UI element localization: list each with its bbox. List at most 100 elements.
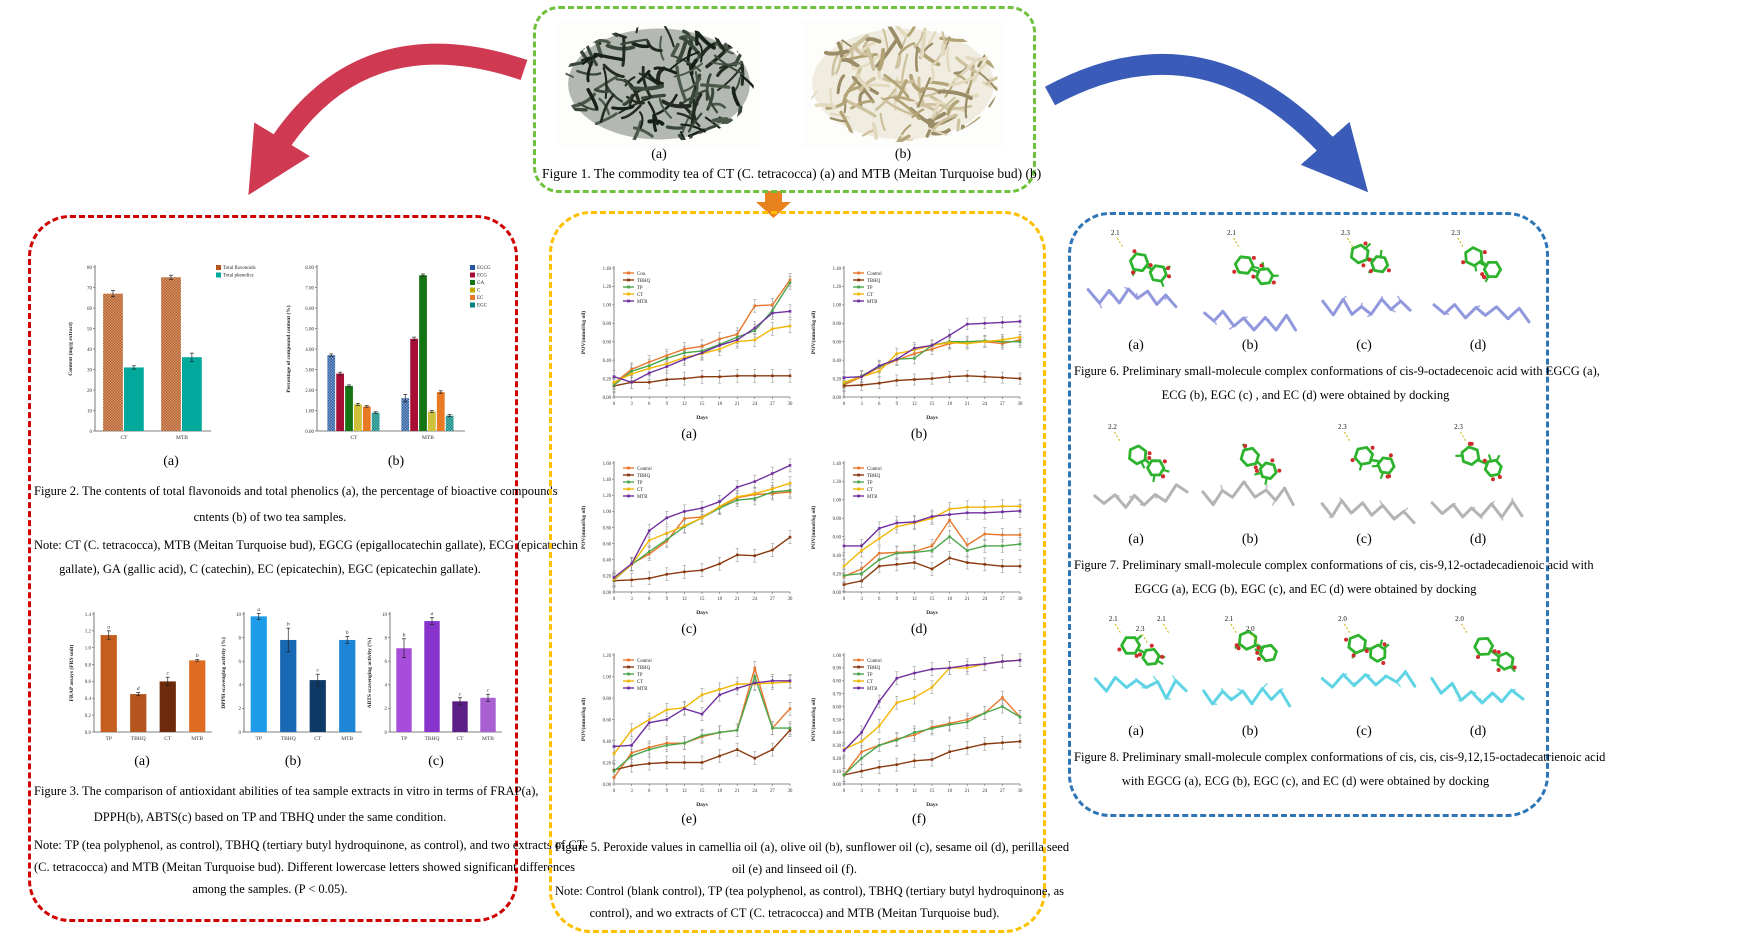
figure5f-line-chart: 0.00 0.10 0.20 0.30 0.40 0.50 0.60 0.70 0.80 0.90… [808, 645, 1030, 810]
svg-text:CT: CT [350, 435, 358, 441]
svg-text:27: 27 [770, 402, 775, 407]
svg-text:20: 20 [87, 389, 93, 394]
svg-text:9: 9 [666, 402, 669, 407]
svg-text:TBHQ: TBHQ [281, 736, 296, 742]
svg-text:50: 50 [87, 327, 93, 332]
svg-text:30: 30 [1018, 789, 1023, 794]
svg-text:9: 9 [896, 789, 899, 794]
svg-text:0.60: 0.60 [833, 536, 842, 541]
svg-text:Days: Days [926, 802, 938, 808]
svg-text:0.30: 0.30 [833, 744, 842, 749]
svg-text:0.60: 0.60 [603, 542, 612, 547]
svg-text:8: 8 [385, 636, 388, 641]
figure7-caption-line1: Figure 7. Preliminary small-molecule com… [1074, 558, 1594, 572]
svg-text:POV(mmol/kg oil): POV(mmol/kg oil) [810, 311, 817, 354]
figure8-label-d: (d) [1469, 724, 1487, 739]
svg-text:2.1: 2.1 [1109, 615, 1118, 623]
svg-text:2.2: 2.2 [1108, 423, 1117, 431]
blue-curved-arrow [1044, 53, 1369, 193]
svg-text:c: c [317, 668, 320, 674]
svg-text:18: 18 [717, 597, 722, 602]
svg-text:c: c [167, 671, 170, 677]
svg-text:2.0: 2.0 [1338, 615, 1347, 623]
svg-text:1.40: 1.40 [833, 462, 842, 467]
svg-text:0.80: 0.80 [833, 322, 842, 327]
svg-text:b: b [403, 632, 406, 638]
svg-text:3: 3 [630, 789, 633, 794]
svg-text:EGC: EGC [477, 304, 488, 309]
svg-text:c: c [459, 691, 462, 697]
svg-text:10: 10 [236, 613, 242, 618]
red-curved-arrow [248, 43, 528, 195]
figure6-caption-line1: Figure 6. Preliminary small-molecule com… [1074, 364, 1600, 378]
svg-text:1.40: 1.40 [603, 478, 612, 483]
svg-text:12: 12 [682, 597, 687, 602]
svg-text:MTB: MTB [341, 736, 353, 742]
right-panel-box [1068, 212, 1549, 817]
svg-text:0.60: 0.60 [603, 341, 612, 346]
figure8-caption-line1: Figure 8. Preliminary small-molecule com… [1074, 750, 1606, 764]
svg-text:Control: Control [637, 467, 652, 472]
figure7-caption-line2: EGCG (a), ECG (b), EGC (c), and EC (d) w… [1134, 582, 1477, 596]
svg-text:TP: TP [106, 736, 112, 742]
svg-text:FRAP assays (FRS unit): FRAP assays (FRS unit) [68, 644, 75, 701]
svg-text:POV(mmol/kg oil): POV(mmol/kg oil) [810, 506, 817, 549]
svg-text:POV(mmol/kg oil): POV(mmol/kg oil) [580, 311, 587, 354]
svg-text:0.60: 0.60 [833, 705, 842, 710]
svg-text:TP: TP [637, 286, 643, 291]
figure5-label-f: (f) [912, 812, 926, 827]
svg-text:0.20: 0.20 [833, 377, 842, 382]
svg-text:0: 0 [843, 789, 846, 794]
svg-text:TBHQ: TBHQ [637, 666, 651, 671]
svg-text:0.80: 0.80 [603, 697, 612, 702]
svg-text:TBHQ: TBHQ [867, 666, 881, 671]
svg-text:1.00: 1.00 [603, 510, 612, 515]
svg-text:CT: CT [637, 293, 643, 298]
svg-text:9: 9 [896, 597, 899, 602]
svg-text:EGCG: EGCG [477, 266, 491, 271]
svg-text:2.3: 2.3 [1341, 229, 1350, 237]
svg-text:Days: Days [926, 415, 938, 421]
svg-text:1.20: 1.20 [833, 480, 842, 485]
figure3b-bar-chart: 0 2 4 6 8 10 a b c b TP TBHQ CT MTB DPPH scavenging ac… [218, 600, 368, 750]
svg-text:0.40: 0.40 [833, 359, 842, 364]
figure7-label-d: (d) [1469, 532, 1487, 547]
svg-text:27: 27 [770, 789, 775, 794]
svg-text:18: 18 [717, 789, 722, 794]
svg-text:18: 18 [717, 402, 722, 407]
svg-text:0.00: 0.00 [305, 430, 314, 435]
svg-text:MTB: MTB [176, 435, 188, 441]
svg-text:2.3: 2.3 [1451, 229, 1460, 237]
svg-text:80: 80 [87, 266, 93, 271]
svg-text:0.00: 0.00 [833, 396, 842, 401]
svg-text:8.00: 8.00 [305, 266, 314, 271]
svg-text:1.00: 1.00 [833, 304, 842, 309]
svg-text:6.00: 6.00 [305, 307, 314, 312]
svg-text:1.00: 1.00 [833, 499, 842, 504]
svg-text:30: 30 [1018, 402, 1023, 407]
svg-text:TBHQ: TBHQ [637, 279, 651, 284]
figure8-label-c: (c) [1356, 724, 1372, 739]
svg-text:0.80: 0.80 [833, 517, 842, 522]
figure3-note-line2: (C. tetracocca) and MTB (Meitan Turquois… [34, 860, 576, 874]
svg-text:2.1: 2.1 [1227, 229, 1236, 237]
svg-text:0.80: 0.80 [603, 322, 612, 327]
svg-text:12: 12 [912, 402, 917, 407]
figure5-label-e: (e) [681, 812, 697, 827]
svg-text:0.2: 0.2 [85, 714, 92, 719]
svg-text:CT: CT [120, 435, 128, 441]
figure2-caption-line2: cntents (b) of two tea samples. [193, 510, 347, 524]
svg-text:Total phenolics: Total phenolics [223, 274, 254, 279]
svg-text:0.00: 0.00 [603, 591, 612, 596]
svg-text:Control: Control [867, 467, 882, 472]
figure2-label-a: (a) [163, 454, 179, 469]
svg-text:6: 6 [648, 789, 651, 794]
figure2-caption-line1: Figure 2. The contents of total flavonoi… [34, 484, 558, 498]
svg-text:5.00: 5.00 [305, 327, 314, 332]
svg-text:0: 0 [613, 597, 616, 602]
svg-text:1.00: 1.00 [603, 675, 612, 680]
svg-text:18: 18 [947, 597, 952, 602]
svg-text:TP: TP [256, 736, 262, 742]
svg-text:MTB: MTB [867, 687, 877, 692]
svg-text:24: 24 [982, 789, 987, 794]
